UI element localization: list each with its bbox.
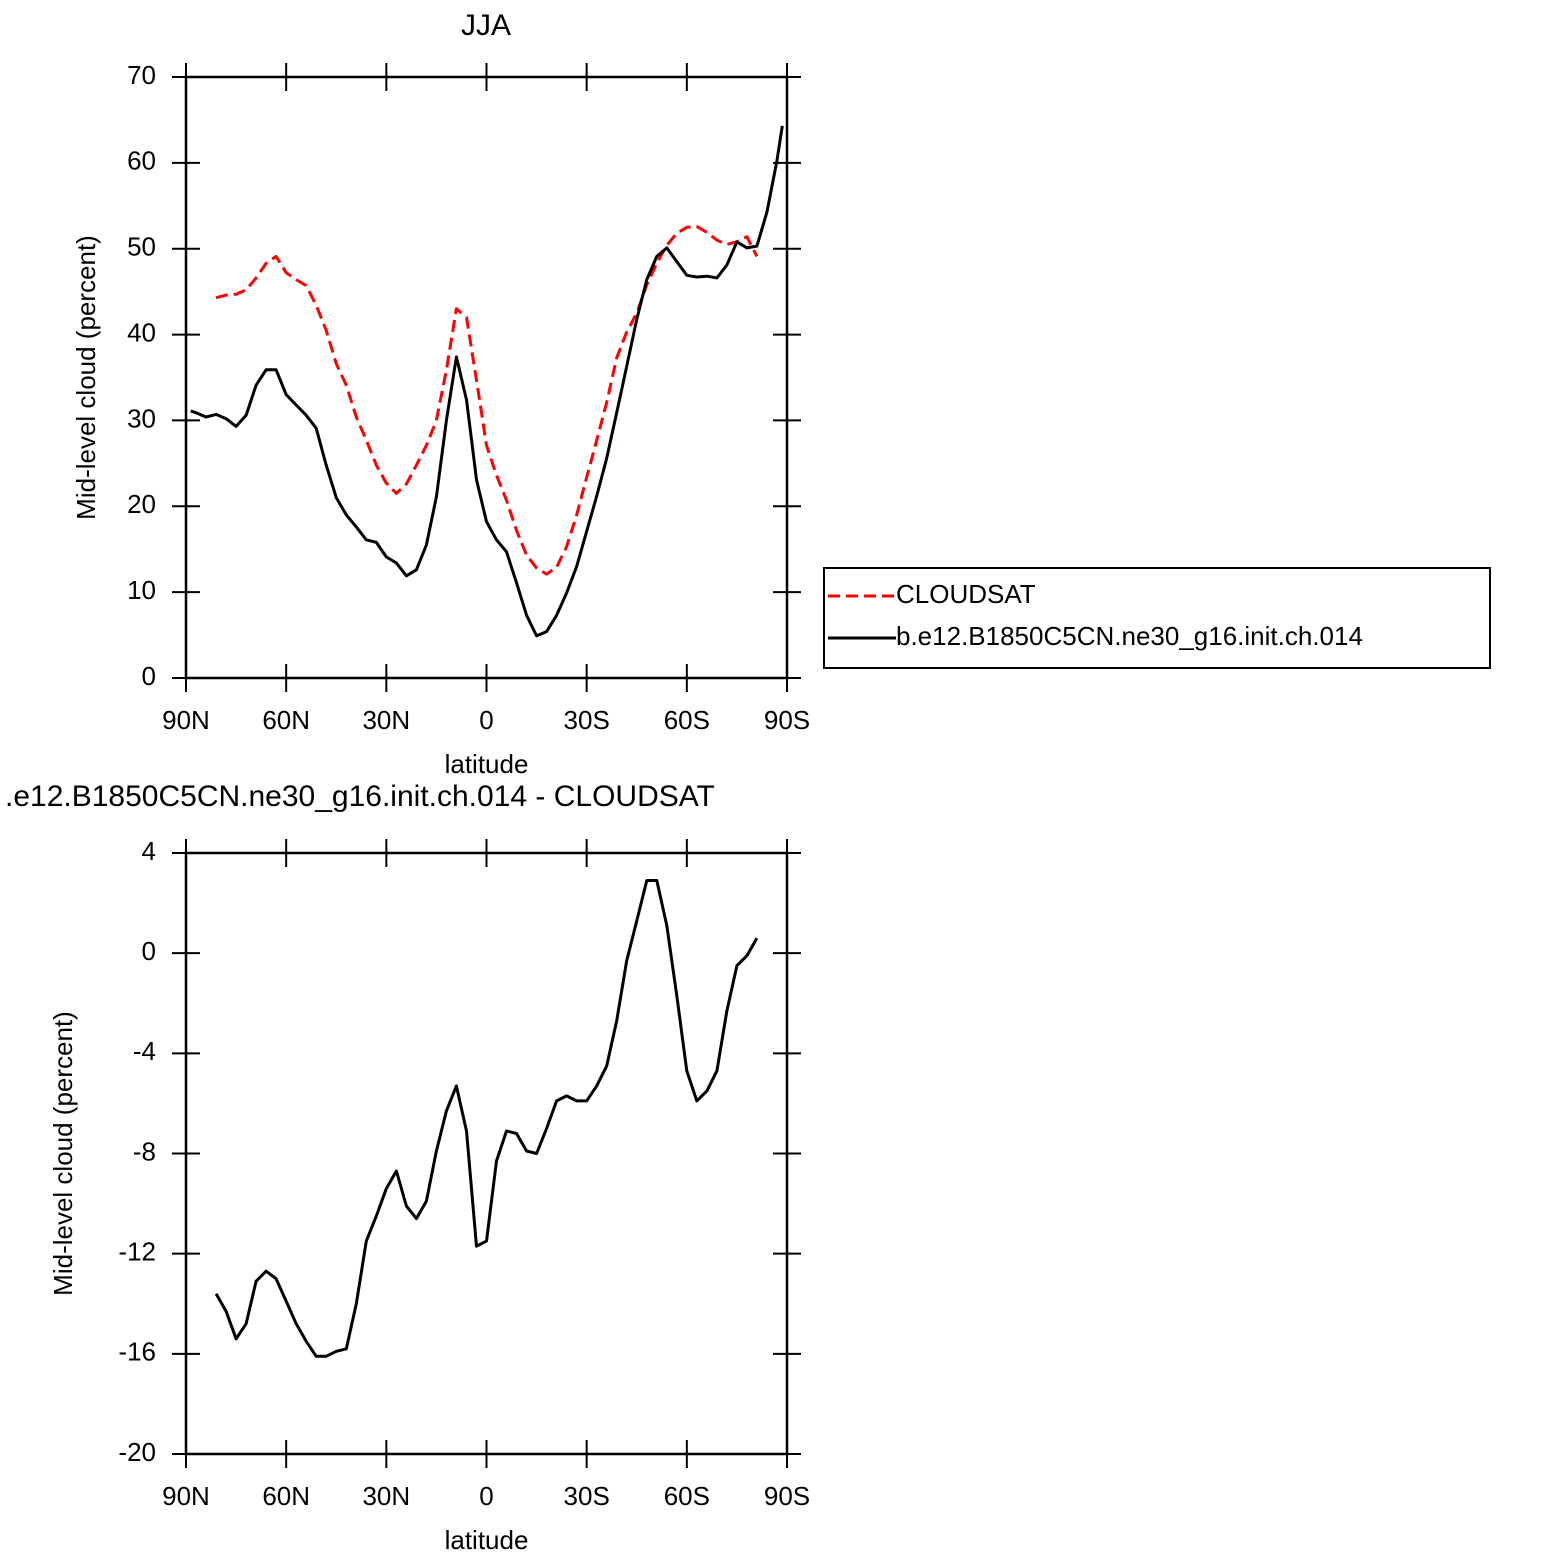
y-tick-label: 30 (127, 403, 156, 433)
data-line (214, 879, 759, 1358)
x-tick-label: 90S (764, 705, 810, 735)
x-axis-label: latitude (445, 749, 529, 779)
x-tick-label: 90S (764, 1481, 810, 1511)
y-tick-label: -16 (118, 1337, 156, 1367)
y-tick-label: 0 (142, 936, 156, 966)
y-tick-label: -20 (118, 1437, 156, 1467)
legend-box (823, 567, 1491, 669)
x-tick-label: 30N (362, 1481, 410, 1511)
y-tick-label: -12 (118, 1237, 156, 1267)
y-tick-label: 20 (127, 489, 156, 519)
x-tick-label: 90N (162, 705, 210, 735)
y-tick-label: 50 (127, 232, 156, 262)
x-tick-label: 60N (262, 1481, 310, 1511)
data-line (215, 224, 759, 576)
x-tick-label: 60S (664, 705, 710, 735)
x-tick-label: 90N (162, 1481, 210, 1511)
plot-frame (184, 75, 789, 680)
legend-label: CLOUDSAT (896, 579, 1036, 609)
plot-frame (184, 851, 789, 1456)
y-tick-label: 60 (127, 146, 156, 176)
legend-label: b.e12.B1850C5CN.ne30_g16.init.ch.014 (896, 621, 1363, 651)
y-tick-label: 70 (127, 60, 156, 90)
y-axis-label: Mid-level cloud (percent) (71, 235, 101, 520)
y-tick-label: -4 (133, 1036, 156, 1066)
y-tick-label: 10 (127, 575, 156, 605)
x-tick-label: 30S (564, 1481, 610, 1511)
x-tick-label: 60N (262, 705, 310, 735)
x-tick-label: 30S (564, 705, 610, 735)
chart-title: JJA (461, 9, 511, 42)
x-tick-label: 0 (479, 705, 493, 735)
chart-title: .e12.B1850C5CN.ne30_g16.init.ch.014 - CL… (5, 780, 715, 813)
y-tick-label: 4 (142, 836, 156, 866)
x-axis-label: latitude (445, 1525, 529, 1555)
x-tick-label: 0 (479, 1481, 493, 1511)
data-line (190, 125, 784, 638)
y-tick-label: 0 (142, 661, 156, 691)
y-tick-label: 40 (127, 317, 156, 347)
x-tick-label: 30N (362, 705, 410, 735)
y-axis-label: Mid-level cloud (percent) (48, 1011, 78, 1296)
y-tick-label: -8 (133, 1136, 156, 1166)
x-tick-label: 60S (664, 1481, 710, 1511)
